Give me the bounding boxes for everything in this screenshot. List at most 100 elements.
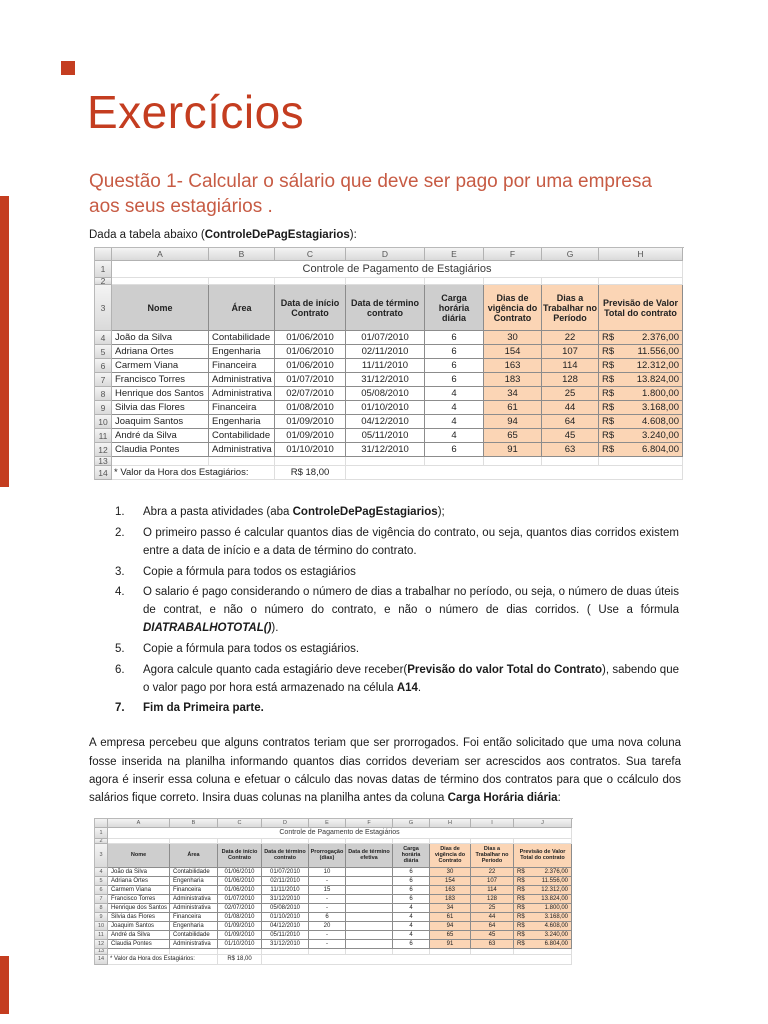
data-cell: 25 (542, 387, 599, 402)
data-cell: 04/12/2010 (262, 921, 309, 931)
sheet-row: 3 Nome Área Data de início Contrato Data de … (95, 285, 684, 332)
data-cell: Administrativa (209, 387, 275, 402)
data-cell: 11/11/2010 (262, 885, 309, 895)
data-cell: 02/11/2010 (262, 876, 309, 886)
data-cell: 15 (309, 885, 346, 895)
header-cell: Carga horária diária (393, 843, 430, 868)
sheet-cell (425, 457, 484, 467)
currency-symbol: R$ (517, 895, 525, 902)
row-number: 14 (95, 954, 108, 965)
sheet-cell (514, 948, 572, 955)
data-cell: 01/06/2010 (218, 867, 262, 877)
data-cell: 22 (542, 331, 599, 346)
sheet-row: 4 João da Silva Contabilidade 01/06/2010 01/… (95, 867, 573, 877)
data-cell: 6 (393, 885, 430, 895)
data-cell: 6 (425, 331, 484, 346)
currency-symbol: R$ (517, 940, 525, 947)
currency-symbol: R$ (517, 922, 525, 929)
data-cell: 01/09/2010 (218, 930, 262, 940)
header-cell: Dias de vigência do Contrato (484, 285, 542, 332)
intro-text: Dada a tabela abaixo (ControleDePagEstag… (89, 228, 681, 244)
row-number: 7 (95, 894, 108, 904)
data-cell: 6 (393, 876, 430, 886)
sheet-row: 7 Francisco Torres Administrativa 01/07/201… (95, 373, 684, 388)
col-letter: E (309, 818, 346, 828)
data-cell: 31/12/2010 (262, 894, 309, 904)
currency-symbol: R$ (517, 886, 525, 893)
sheet-row: 14 * Valor da Hora dos Estagiários: R$ 18,… (95, 466, 684, 481)
data-cell: 02/11/2010 (346, 345, 425, 360)
sheet-cell (112, 457, 209, 467)
data-cell: 6 (425, 443, 484, 458)
data-cell: 163 (484, 359, 542, 374)
data-cell: Joaquim Santos (112, 415, 209, 430)
data-cell: Carmem Viana (112, 359, 209, 374)
data-cell: Engenharia (170, 921, 218, 931)
page-title: Exercícios (87, 86, 305, 138)
step-number: 5. (115, 642, 125, 655)
data-cell: Contabilidade (209, 429, 275, 444)
data-cell: 05/11/2010 (346, 429, 425, 444)
data-cell: 01/07/2010 (218, 894, 262, 904)
row-number: 4 (95, 867, 108, 877)
sheet-title: Controle de Pagamento de Estagiários (108, 827, 572, 839)
data-cell: 34 (484, 387, 542, 402)
data-cell: Administrativa (170, 903, 218, 913)
data-cell: Contabilidade (170, 867, 218, 877)
row-number: 7 (95, 373, 112, 388)
step-item: 1. Abra a pasta atividades (aba ControleD… (115, 504, 681, 522)
row-number: 3 (95, 285, 112, 332)
footer-label: * Valor da Hora dos Estagiários: (112, 466, 275, 481)
sheet-cell (599, 457, 683, 467)
sheet-cell (393, 838, 430, 844)
data-cell: 05/08/2010 (262, 903, 309, 913)
amount-value: 6.804,00 (544, 940, 568, 947)
text-segment: A empresa percebeu que alguns contratos … (89, 737, 681, 805)
data-cell: 128 (471, 894, 514, 904)
data-cell: 31/12/2010 (346, 443, 425, 458)
data-cell: Carmem Viana (108, 885, 170, 895)
data-cell: Financeira (209, 401, 275, 416)
amount-value: 4.608,00 (642, 416, 679, 428)
sheet-cell (430, 948, 471, 955)
data-cell: 61 (430, 912, 471, 922)
data-cell (346, 903, 393, 913)
row-number: 1 (95, 261, 112, 279)
data-cell: 01/10/2010 (218, 939, 262, 949)
col-letter: J (514, 818, 572, 828)
data-cell: 4 (425, 401, 484, 416)
sheet-cell (346, 457, 425, 467)
sheet-cell (209, 457, 275, 467)
sheet-cell (346, 838, 393, 844)
data-cell: 6 (393, 867, 430, 877)
money-cell: R$ 3.168,00 (599, 401, 683, 416)
step-item: 6. Agora calcule quanto cada estagiário d… (115, 662, 681, 698)
text-segment: ), sabendo que o valor pago por hora est… (143, 663, 679, 694)
data-cell: 4 (425, 415, 484, 430)
sheet-cell (599, 278, 683, 286)
amount-value: 1.800,00 (544, 904, 568, 911)
currency-symbol: R$ (517, 904, 525, 911)
data-cell: 6 (425, 359, 484, 374)
sheet-row: 12 Claudia Pontes Administrativa 01/10/2010… (95, 443, 684, 458)
sheet-row: 14 * Valor da Hora dos Estagiários: R$ 18,… (95, 954, 573, 965)
sheet-cell (346, 278, 425, 286)
data-cell: Engenharia (209, 415, 275, 430)
data-cell: 30 (430, 867, 471, 877)
row-number: 13 (95, 457, 112, 467)
col-letter: A (112, 248, 209, 262)
data-cell: 01/07/2010 (262, 867, 309, 877)
data-cell: 4 (393, 903, 430, 913)
question-heading: Questão 1- Calcular o sálario que deve s… (89, 171, 652, 217)
sheet-row: 1 Controle de Pagamento de Estagiários (95, 827, 573, 839)
data-cell: Silvia das Flores (112, 401, 209, 416)
text-segment: Abra a pasta atividades (aba (143, 506, 293, 519)
amount-value: 1.800,00 (642, 388, 679, 400)
data-cell: Financeira (209, 359, 275, 374)
col-letter: G (542, 248, 599, 262)
footer-value: R$ 18,00 (218, 954, 262, 965)
text-segment: ); (437, 506, 445, 519)
data-cell: 02/07/2010 (275, 387, 346, 402)
step-number: 4. (115, 586, 125, 599)
